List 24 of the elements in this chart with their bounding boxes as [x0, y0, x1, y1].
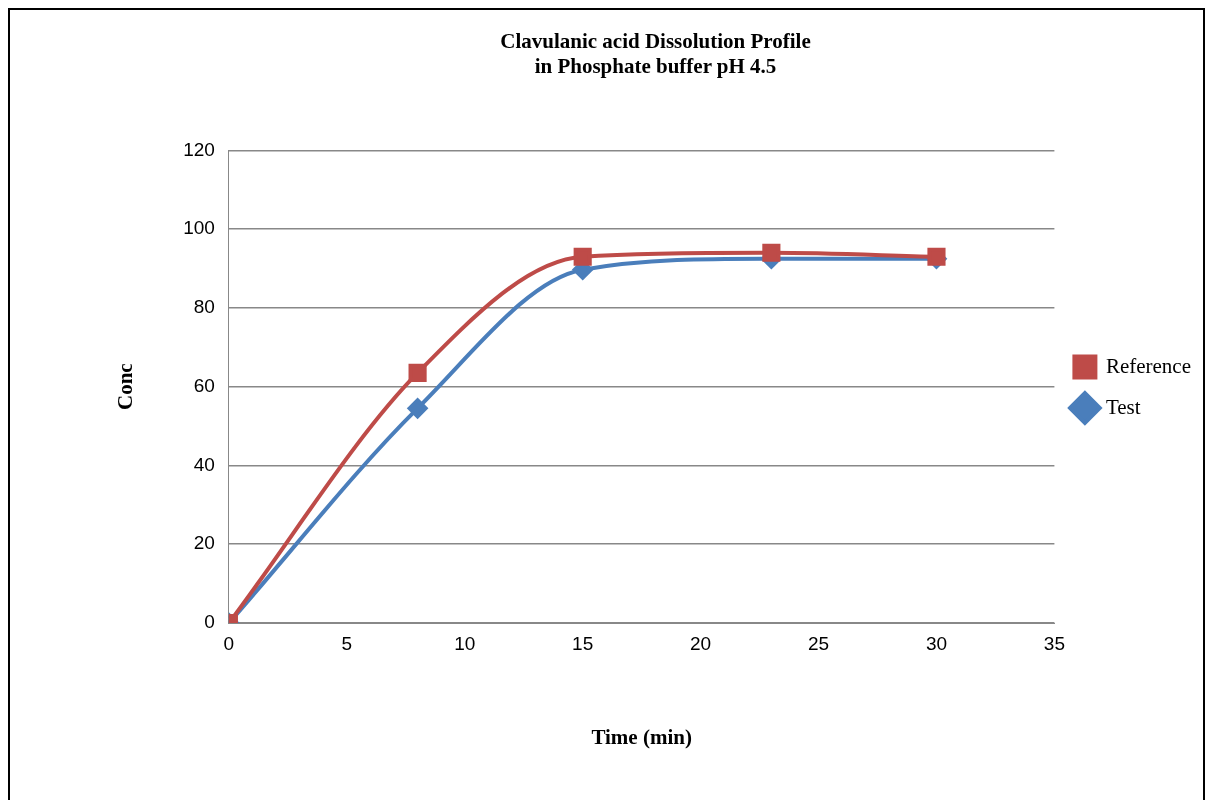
- point: [408, 363, 427, 382]
- x-tick-label: 30: [925, 632, 948, 654]
- point: [927, 247, 946, 266]
- x-tick-label: 0: [223, 632, 235, 654]
- x-tick-label: 15: [572, 632, 594, 654]
- x-tick-label: 35: [1043, 632, 1065, 654]
- y-axis-title: Conc: [113, 363, 138, 411]
- x-tick-label: 25: [807, 632, 830, 654]
- y-tick-label: 40: [193, 453, 215, 475]
- chart-title: Clavulanic acid Dissolution Profile in Phosphate buffer pH 4.5: [500, 29, 811, 79]
- point: [573, 247, 592, 266]
- y-tick-label: 0: [204, 611, 215, 633]
- point: [762, 243, 781, 262]
- x-tick-label: 5: [341, 632, 353, 654]
- x-tick-label: 20: [690, 632, 712, 654]
- x-axis-title: Time (min): [591, 724, 692, 749]
- y-tick-label: 20: [193, 532, 215, 554]
- y-tick-label: 60: [193, 374, 215, 396]
- legend-label: Reference: [1105, 353, 1192, 378]
- legend-label: Test: [1105, 394, 1141, 419]
- y-tick-label: 100: [183, 217, 215, 239]
- y-tick-label: 120: [183, 138, 215, 160]
- y-tick-label: 80: [193, 296, 215, 318]
- x-tick-label: 10: [454, 632, 476, 654]
